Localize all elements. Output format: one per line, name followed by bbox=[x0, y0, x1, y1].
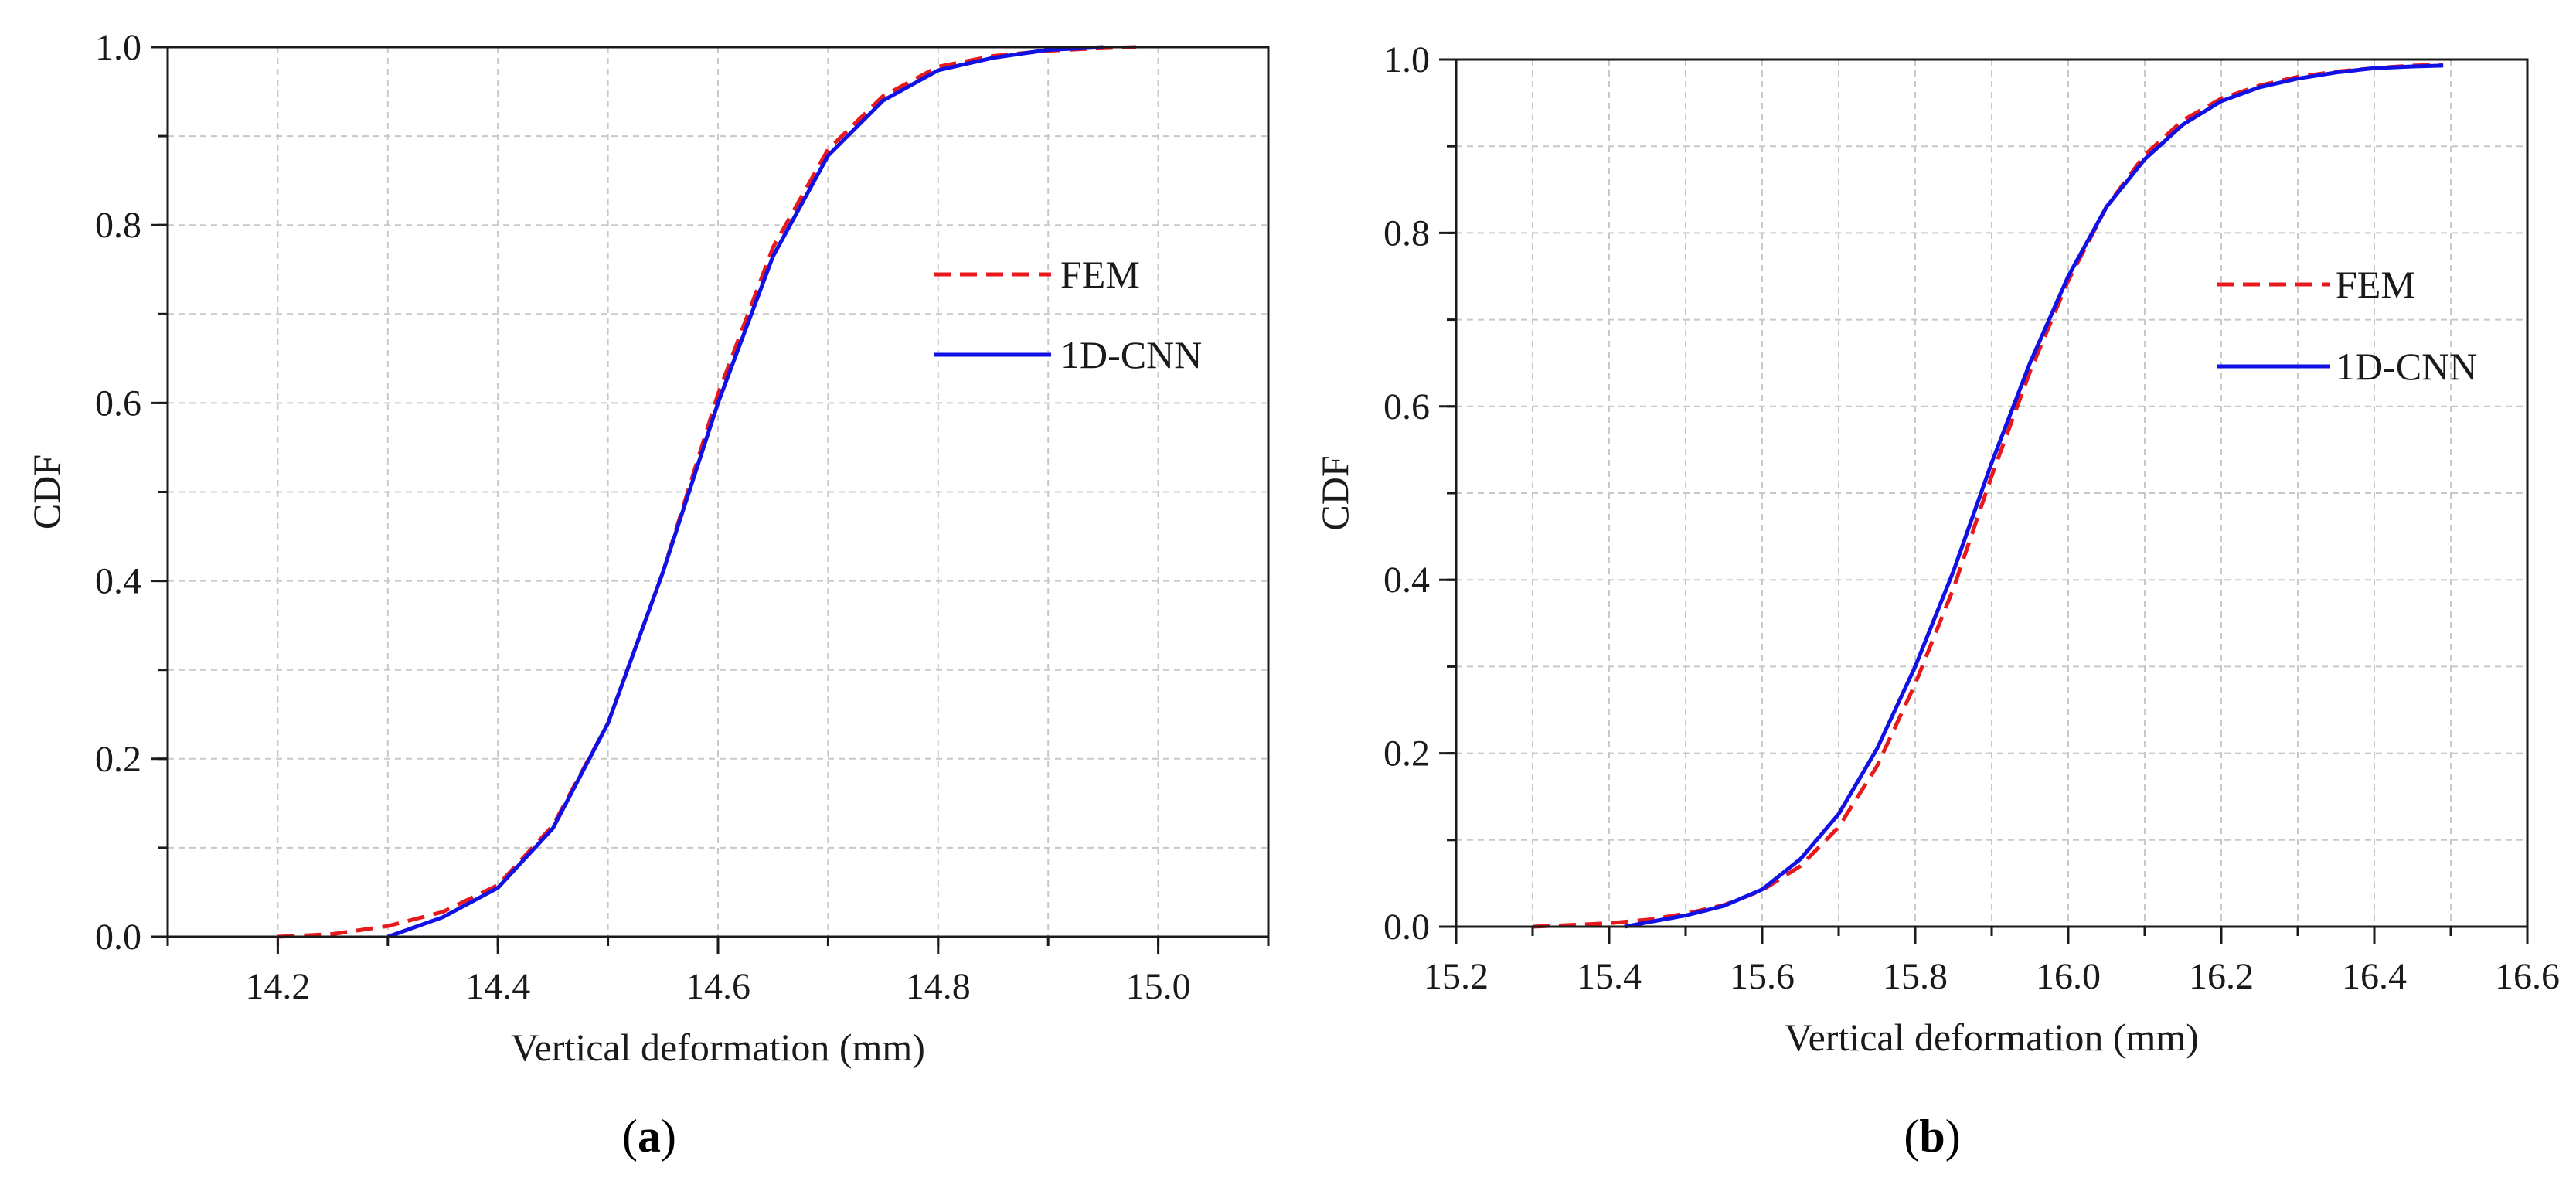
legend-b: FEM 1D-CNN bbox=[2217, 263, 2477, 388]
legend-label-fem-a: FEM bbox=[1060, 253, 1140, 296]
series-line-1d-cnn bbox=[1624, 63, 2444, 929]
plot-frame-a bbox=[166, 46, 1270, 938]
y-tick-label: 0.6 bbox=[1383, 386, 1430, 427]
legend-a: FEM 1D-CNN bbox=[934, 253, 1202, 376]
caption-letter-a: a bbox=[638, 1111, 661, 1162]
y-tick-label: 0.4 bbox=[95, 561, 141, 602]
plot-frame-b bbox=[1455, 58, 2529, 928]
ticks-a: 14.2 14.4 14.6 14.8 15.0 0.0 0.2 0.4 0.6 0.8 1.0 bbox=[95, 27, 1270, 1007]
x-axis-title-a: Vertical deformation (mm) bbox=[511, 1026, 925, 1069]
x-tick-label: 16.0 bbox=[2036, 956, 2101, 997]
legend-label-fem-b: FEM bbox=[2336, 263, 2415, 306]
y-axis-title-a: CDF bbox=[25, 454, 68, 529]
y-tick-label: 1.0 bbox=[95, 27, 141, 68]
x-tick-label: 15.4 bbox=[1577, 956, 1642, 997]
series-line-1d-cnn bbox=[386, 45, 1104, 939]
x-tick-label: 14.2 bbox=[245, 966, 310, 1007]
y-tick-label: 0.8 bbox=[95, 205, 141, 246]
x-tick-label: 16.4 bbox=[2342, 956, 2407, 997]
series-a bbox=[277, 45, 1137, 939]
series-line-fem bbox=[277, 45, 1137, 939]
x-tick-label: 15.2 bbox=[1424, 956, 1489, 997]
legend-label-cnn-a: 1D-CNN bbox=[1060, 333, 1202, 376]
x-tick-label: 14.6 bbox=[686, 966, 750, 1007]
series-line-fem bbox=[1532, 63, 2444, 929]
y-tick-label: 0.6 bbox=[95, 383, 141, 424]
caption-a: (a) bbox=[622, 1111, 676, 1162]
y-tick-label: 0.2 bbox=[95, 739, 141, 780]
y-tick-label: 1.0 bbox=[1383, 39, 1430, 80]
chart-panel-b: 15.2 15.4 15.6 15.8 16.0 16.2 16.4 16.6 0.0 0.2 0.… bbox=[1313, 39, 2560, 1162]
y-tick-label: 0.0 bbox=[1383, 907, 1430, 948]
x-tick-label: 15.6 bbox=[1730, 956, 1795, 997]
chart-panel-a: 14.2 14.4 14.6 14.8 15.0 0.0 0.2 0.4 0.6 0.8 1.0 V… bbox=[25, 27, 1270, 1162]
grid-a bbox=[168, 47, 1268, 937]
y-tick-label: 0.0 bbox=[95, 917, 141, 958]
x-tick-label: 16.6 bbox=[2495, 956, 2560, 997]
caption-b: (b) bbox=[1904, 1111, 1960, 1162]
y-tick-label: 0.8 bbox=[1383, 213, 1430, 254]
grid-b bbox=[1456, 60, 2527, 927]
legend-label-cnn-b: 1D-CNN bbox=[2336, 345, 2477, 388]
x-tick-label: 15.8 bbox=[1883, 956, 1948, 997]
x-tick-label: 14.8 bbox=[906, 966, 971, 1007]
x-tick-label: 16.2 bbox=[2189, 956, 2254, 997]
x-axis-title-b: Vertical deformation (mm) bbox=[1785, 1016, 2199, 1059]
y-tick-label: 0.4 bbox=[1383, 560, 1430, 601]
series-b bbox=[1532, 63, 2444, 929]
y-tick-label: 0.2 bbox=[1383, 733, 1430, 774]
x-tick-label: 14.4 bbox=[465, 966, 530, 1007]
caption-letter-b: b bbox=[1919, 1111, 1945, 1162]
x-tick-label: 15.0 bbox=[1126, 966, 1191, 1007]
ticks-b: 15.2 15.4 15.6 15.8 16.0 16.2 16.4 16.6 0.0 0.2 0.… bbox=[1383, 39, 2560, 997]
y-axis-title-b: CDF bbox=[1313, 455, 1356, 530]
